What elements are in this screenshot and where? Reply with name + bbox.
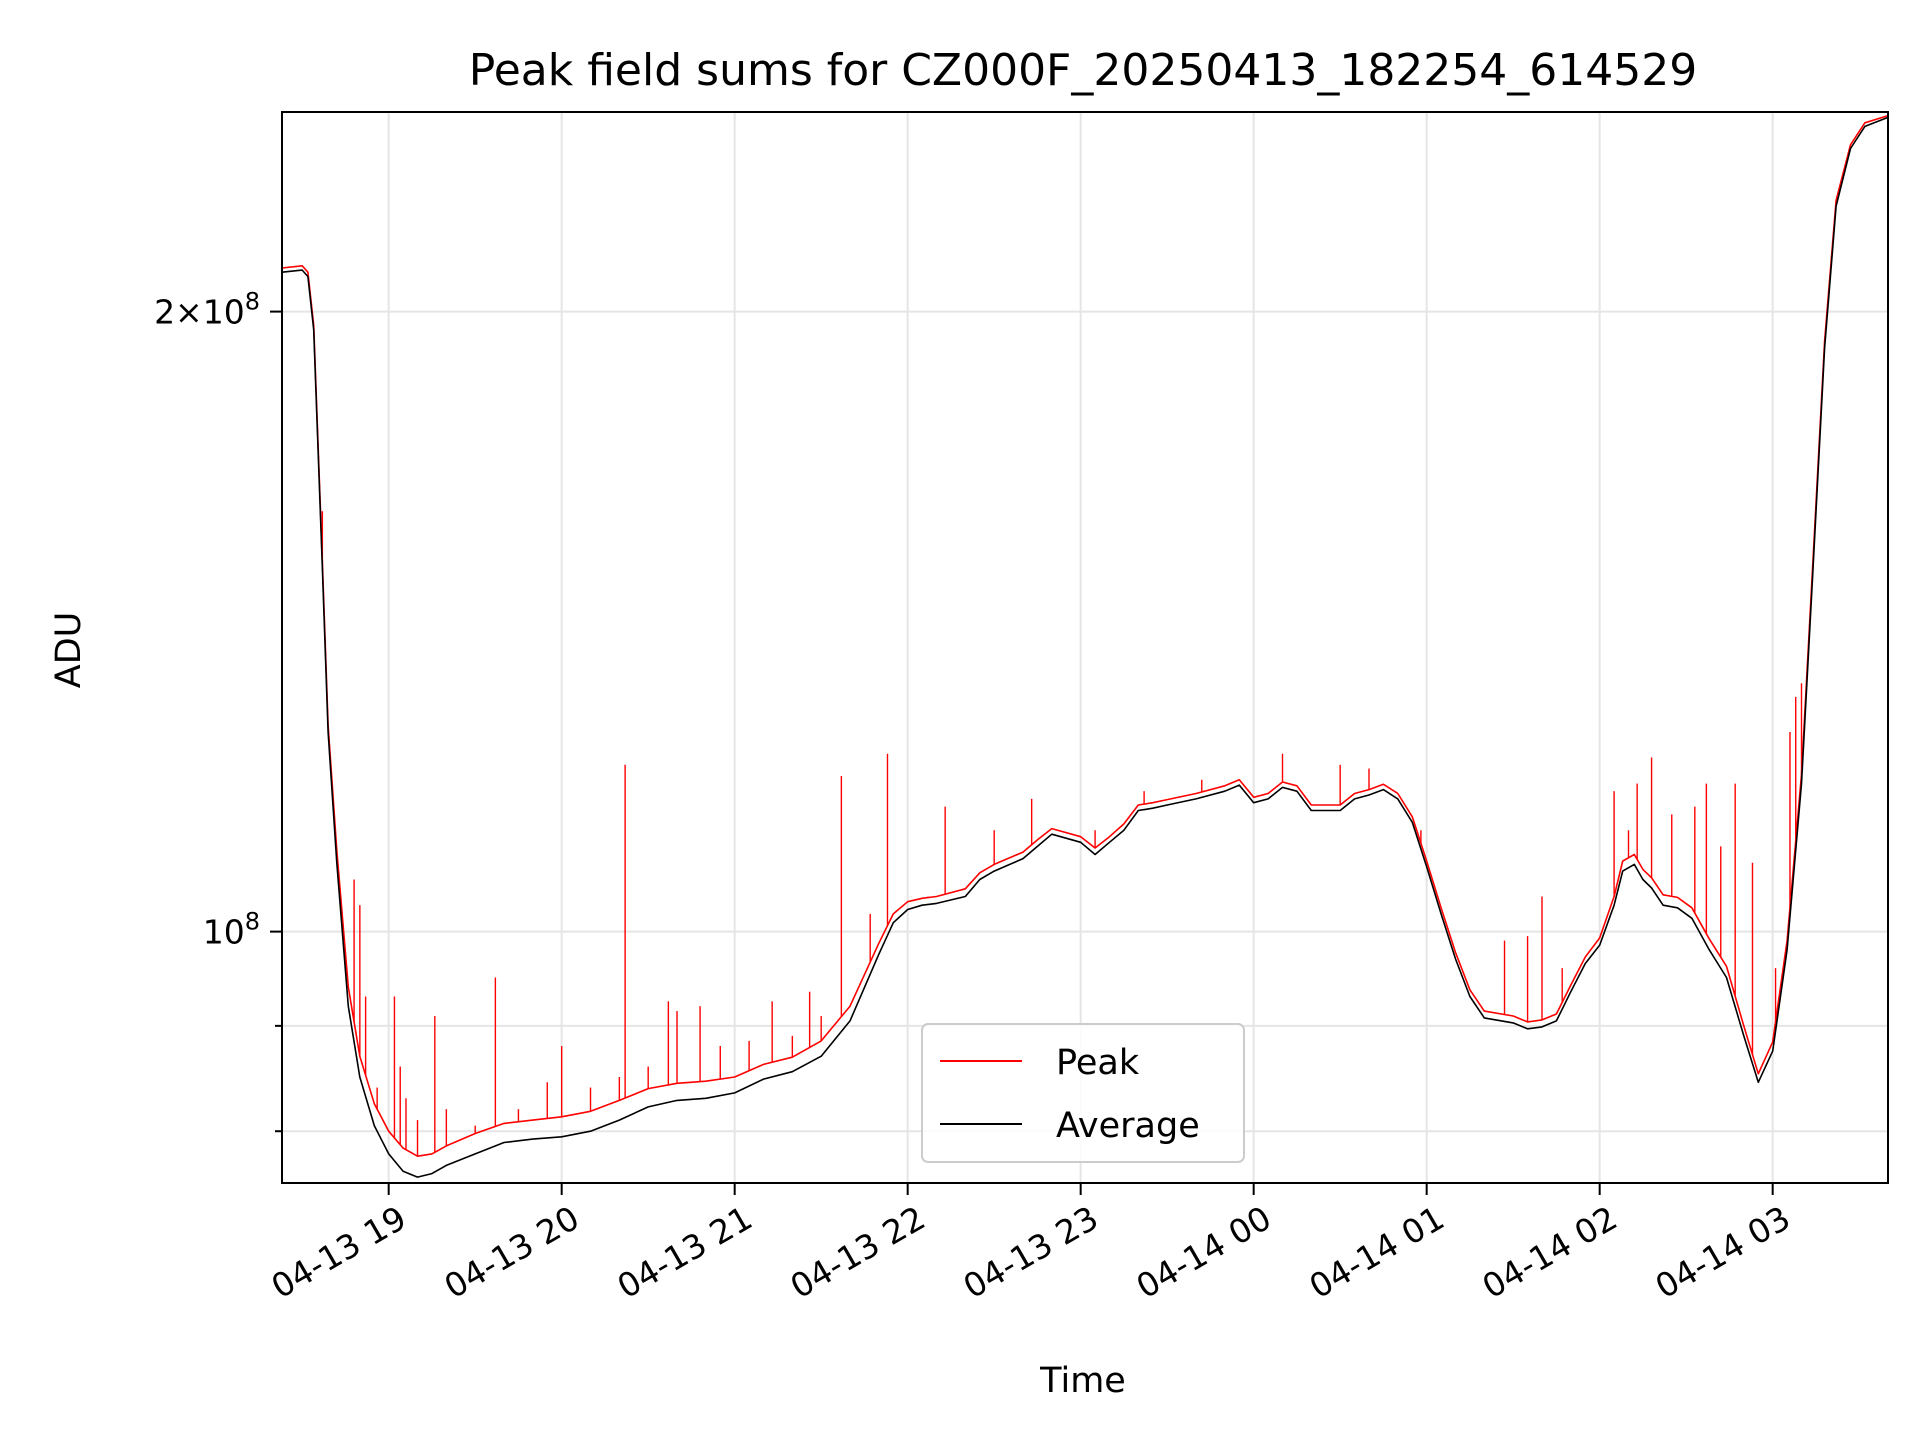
- x-axis-label: Time: [1039, 1361, 1126, 1401]
- series-line-peak: [281, 114, 1889, 1157]
- plot-frame: [281, 111, 1889, 1184]
- y-tick-label: 2×108: [154, 288, 260, 332]
- legend-label-peak: Peak: [1056, 1043, 1140, 1083]
- series-peak: [281, 114, 1889, 1157]
- y-axis-ticks: 108 2×108: [154, 288, 282, 1133]
- plot-series: [281, 114, 1889, 1178]
- legend: Peak Average: [921, 1023, 1245, 1163]
- chart-title: Peak field sums for CZ000F_20250413_1822…: [469, 45, 1698, 96]
- y-tick-label: 108: [203, 908, 260, 952]
- legend-label-average: Average: [1056, 1106, 1200, 1146]
- series-line-average: [281, 116, 1889, 1178]
- series-average: [281, 116, 1889, 1178]
- y-axis-label: ADU: [49, 612, 89, 689]
- legend-box: [921, 1023, 1245, 1163]
